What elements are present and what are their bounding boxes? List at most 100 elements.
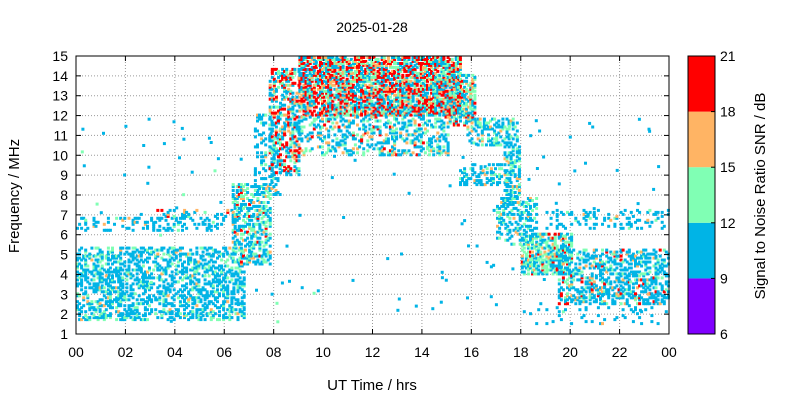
- snr-cell: [319, 67, 322, 71]
- snr-cell: [432, 153, 436, 157]
- snr-cell: [419, 93, 423, 97]
- snr-cell: [84, 260, 88, 264]
- snr-cell: [364, 99, 368, 103]
- snr-cell: [218, 310, 221, 314]
- snr-cell: [517, 193, 521, 196]
- snr-cell: [349, 149, 353, 153]
- snr-cell: [231, 216, 235, 220]
- snr-cell: [440, 99, 444, 103]
- snr-cell: [393, 117, 397, 121]
- snr-cell: [256, 197, 260, 200]
- snr-cell: [399, 99, 403, 103]
- snr-cell: [362, 99, 366, 103]
- snr-cell: [520, 270, 524, 274]
- snr-cell: [458, 107, 462, 111]
- snr-cell: [100, 252, 104, 256]
- snr-cell: [314, 83, 318, 87]
- snr-cell: [260, 141, 264, 145]
- snr-cell: [448, 63, 452, 67]
- snr-cell: [356, 89, 359, 93]
- snr-cell: [258, 212, 262, 216]
- snr-cell: [442, 58, 446, 61]
- snr-cell: [403, 85, 407, 89]
- snr-cell: [450, 93, 454, 97]
- snr-cell: [287, 115, 291, 119]
- snr-cell: [168, 260, 172, 264]
- snr-cell: [154, 296, 158, 300]
- snr-cell: [526, 224, 530, 228]
- snr-cell: [183, 208, 187, 212]
- snr-cell: [339, 115, 343, 119]
- snr-cell: [285, 149, 289, 153]
- snr-cell: [242, 302, 246, 306]
- snr-cell: [319, 111, 322, 115]
- snr-cell: [353, 95, 357, 99]
- snr-cell: [469, 107, 473, 111]
- snr-cell: [421, 105, 425, 109]
- snr-cell: [456, 75, 460, 79]
- snr-cell: [154, 220, 158, 224]
- snr-cell: [264, 137, 268, 141]
- snr-cell: [312, 95, 316, 99]
- snr-cell: [503, 157, 507, 161]
- snr-cell: [380, 109, 384, 113]
- snr-cell: [82, 256, 86, 260]
- snr-cell: [444, 97, 448, 101]
- snr-cell: [164, 292, 168, 296]
- snr-cell: [300, 103, 304, 107]
- snr-cell: [283, 169, 287, 173]
- snr-cell: [456, 111, 460, 115]
- snr-cell: [256, 145, 259, 149]
- snr-cell: [254, 230, 258, 234]
- snr-cell: [291, 105, 295, 109]
- snr-cell: [291, 111, 295, 115]
- snr-cell: [362, 91, 366, 95]
- snr-cell: [119, 284, 123, 288]
- snr-cell: [148, 298, 151, 302]
- snr-cell: [119, 292, 123, 296]
- snr-cell: [172, 276, 176, 280]
- snr-cell: [423, 63, 427, 67]
- snr-cell: [231, 222, 235, 226]
- snr-cell: [304, 67, 308, 71]
- snr-cell: [337, 85, 341, 89]
- snr-cell: [285, 171, 289, 175]
- snr-cell: [349, 71, 353, 75]
- snr-cell: [325, 95, 329, 99]
- snr-cell: [329, 58, 333, 61]
- snr-cell: [260, 256, 264, 260]
- snr-cell: [158, 268, 162, 272]
- snr-cell: [270, 119, 274, 123]
- snr-cell: [133, 216, 137, 220]
- snr-cell: [291, 71, 295, 75]
- snr-cell: [440, 69, 444, 73]
- snr-cell: [471, 163, 475, 167]
- snr-cell: [503, 169, 507, 173]
- snr-cell: [314, 75, 318, 79]
- snr-cell: [281, 67, 285, 71]
- snr-cell: [262, 201, 266, 204]
- snr-cell: [268, 107, 272, 111]
- snr-cell: [108, 302, 112, 306]
- snr-cell: [174, 312, 178, 316]
- snr-cell: [325, 65, 329, 69]
- snr-cell: [362, 62, 366, 65]
- snr-cell: [421, 123, 425, 127]
- snr-cell: [191, 286, 195, 290]
- snr-cell: [270, 75, 274, 79]
- snr-cell: [438, 73, 442, 77]
- snr-cell: [384, 65, 388, 69]
- snr-cell: [287, 87, 291, 91]
- snr-cell: [137, 316, 141, 320]
- snr-cell: [274, 183, 278, 187]
- snr-cell: [444, 63, 448, 67]
- snr-cell: [135, 262, 139, 266]
- snr-cell: [231, 193, 235, 196]
- snr-cell: [362, 151, 366, 155]
- snr-cell: [366, 99, 370, 103]
- snr-cell: [518, 238, 522, 242]
- snr-cell: [152, 222, 156, 226]
- snr-cell: [411, 69, 415, 73]
- snr-cell: [337, 81, 341, 85]
- snr-cell: [246, 206, 250, 210]
